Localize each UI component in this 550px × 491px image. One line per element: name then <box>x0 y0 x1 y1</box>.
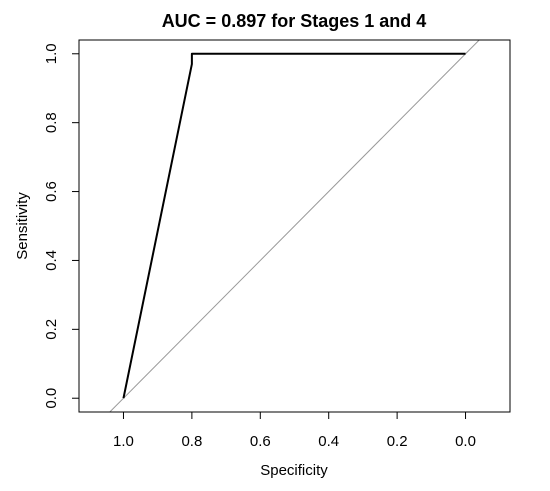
reference-diagonal-line <box>109 40 480 412</box>
x-tick-label: 1.0 <box>113 433 134 450</box>
x-tick-label: 0.4 <box>318 433 339 450</box>
y-tick-label: 0.8 <box>43 112 60 133</box>
roc-curve <box>122 52 466 399</box>
y-tick-label: 0.0 <box>43 388 60 409</box>
x-tick-label: 0.0 <box>455 433 476 450</box>
x-tick-label: 0.2 <box>387 433 408 450</box>
x-axis: 1.0 0.8 0.6 0.4 0.2 0.0 <box>113 411 476 450</box>
x-tick-label: 0.8 <box>181 433 202 450</box>
y-tick-label: 0.6 <box>43 181 60 202</box>
x-tick-label: 0.6 <box>250 433 271 450</box>
y-tick-label: 1.0 <box>43 43 60 64</box>
y-axis-label: Sensitivity <box>14 192 31 260</box>
y-tick-label: 0.2 <box>43 319 60 340</box>
y-tick-label: 0.4 <box>43 250 60 271</box>
chart-title: AUC = 0.897 for Stages 1 and 4 <box>162 11 427 31</box>
x-axis-label: Specificity <box>260 462 328 479</box>
y-axis: 0.0 0.2 0.4 0.6 0.8 1.0 <box>43 43 80 409</box>
